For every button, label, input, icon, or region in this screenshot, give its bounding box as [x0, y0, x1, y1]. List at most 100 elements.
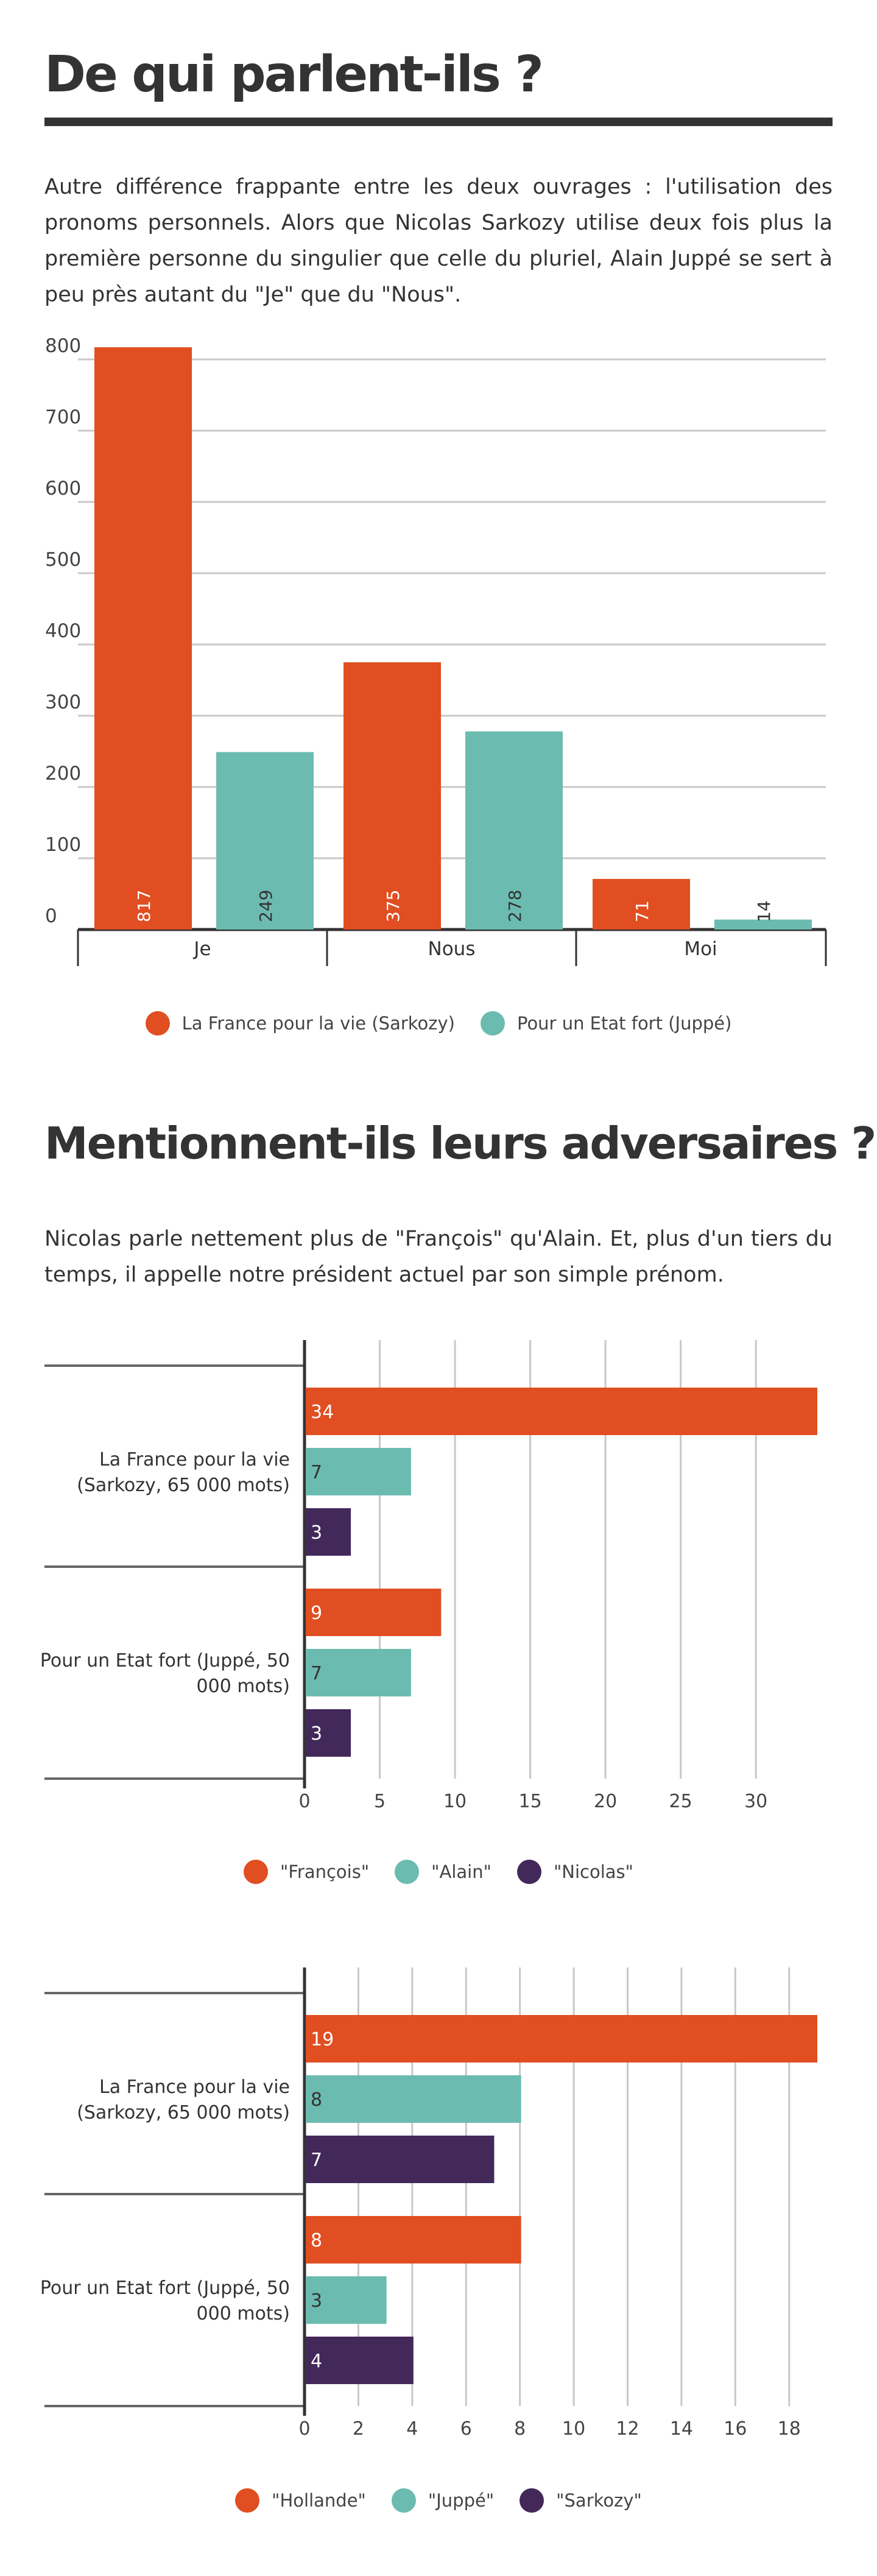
legend-swatch — [391, 2488, 416, 2513]
x-tick-label: 2 — [353, 2418, 364, 2440]
legend-swatch — [480, 1011, 505, 1036]
bar-moi-sarkozy — [593, 878, 690, 930]
legend-item: "Nicolas" — [516, 1860, 634, 1884]
bar-nous-juppe — [465, 731, 563, 930]
y-category-label: Pour un Etat fort (Juppé, 50 000 mots) — [40, 1650, 290, 1697]
bar-fran-ois-0 — [306, 1388, 817, 1435]
legend-swatch — [520, 2488, 544, 2513]
bar-hollande-1 — [306, 2216, 521, 2264]
x-tick-label: 10 — [443, 1791, 467, 1812]
x-category-label-moi: Moi — [684, 938, 717, 960]
legend-label: La France pour la vie (Sarkozy) — [181, 1013, 455, 1034]
bar-value-label: 7 — [311, 1462, 322, 1483]
x-tick-label: 30 — [744, 1791, 767, 1812]
legend-item: "Hollande" — [235, 2488, 366, 2513]
y-tick-label: 100 — [45, 834, 81, 856]
bar-value-label: 19 — [311, 2029, 334, 2050]
legend-item: "Juppé" — [391, 2488, 495, 2513]
legend-item: "Alain" — [395, 1860, 491, 1884]
y-tick-label: 400 — [45, 620, 81, 642]
x-tick-label: 16 — [724, 2418, 747, 2440]
bar-value-label: 9 — [311, 1603, 322, 1624]
legend-item: Pour un Etat fort (Juppé) — [480, 1011, 732, 1036]
bar-hollande-0 — [306, 2015, 817, 2063]
bar-nous-sarkozy — [343, 662, 441, 930]
bar-sarkozy-1 — [306, 2337, 414, 2384]
last-names-chart-legend: "Hollande" "Juppé" "Sarkozy" — [0, 2488, 877, 2513]
x-tick-label: 15 — [518, 1791, 541, 1812]
bar-alain-1 — [306, 1649, 411, 1696]
bar-value-label: 71 — [632, 900, 652, 922]
x-tick-label: 4 — [406, 2418, 418, 2440]
legend-item: "François" — [243, 1860, 370, 1884]
x-tick-label: 20 — [594, 1791, 617, 1812]
x-tick-label: 14 — [670, 2418, 693, 2440]
y-tick-label: 600 — [45, 478, 81, 499]
legend-label: "Juppé" — [428, 2490, 495, 2511]
y-tick-label: 200 — [45, 763, 81, 785]
legend-swatch — [395, 1860, 420, 1884]
bar-jupp-1 — [306, 2276, 387, 2324]
x-tick-label: 6 — [460, 2418, 472, 2440]
legend-item: "Sarkozy" — [520, 2488, 642, 2513]
y-category-label: Pour un Etat fort (Juppé, 50 000 mots) — [40, 2278, 290, 2324]
bar-value-label: 375 — [383, 890, 403, 922]
intro-paragraph-adversaries: Nicolas parle nettement plus de "Françoi… — [44, 1227, 833, 1287]
legend-swatch — [145, 1011, 170, 1036]
y-tick-label: 300 — [45, 691, 81, 713]
x-tick-label: 10 — [562, 2418, 585, 2440]
legend-label: "Nicolas" — [553, 1861, 634, 1882]
x-category-label-je: Je — [192, 938, 211, 960]
legend-label: "Hollande" — [272, 2490, 366, 2511]
legend-label: "Sarkozy" — [556, 2490, 642, 2511]
bar-alain-0 — [306, 1448, 411, 1495]
bar-value-label: 817 — [134, 890, 154, 922]
bar-value-label: 4 — [311, 2351, 322, 2372]
legend-label: "Alain" — [431, 1861, 491, 1882]
bar-value-label: 8 — [311, 2089, 322, 2111]
bar-value-label: 249 — [256, 890, 276, 922]
legend-label: Pour un Etat fort (Juppé) — [516, 1013, 732, 1034]
legend-item: La France pour la vie (Sarkozy) — [145, 1011, 455, 1036]
bar-je-juppe — [216, 752, 314, 930]
bar-sarkozy-0 — [306, 2136, 495, 2183]
x-category-label-nous: Nous — [428, 938, 476, 960]
bar-jupp-0 — [306, 2075, 521, 2123]
y-tick-label: 800 — [45, 335, 81, 357]
bar-value-label: 34 — [311, 1402, 334, 1423]
bar-moi-juppe — [714, 919, 812, 930]
y-category-label: La France pour la vie (Sarkozy, 65 000 mo… — [77, 1449, 290, 1496]
x-tick-label: 25 — [669, 1791, 692, 1812]
intro-paragraph-pronouns: Autre différence frappante entre les deu… — [44, 175, 833, 307]
pronouns-bar-chart: 0 100 200 300 400 500 600 700 800 Je 817 249 Nous 375… — [45, 335, 827, 966]
title-rule — [44, 118, 833, 126]
pronouns-chart-legend: La France pour la vie (Sarkozy) Pour un E… — [0, 1011, 877, 1036]
y-category-label: La France pour la vie (Sarkozy, 65 000 mo… — [77, 2077, 290, 2123]
bar-fran-ois-1 — [306, 1589, 442, 1636]
x-tick-label: 5 — [374, 1791, 386, 1812]
bar-value-label: 14 — [754, 900, 774, 922]
bar-nicolas-0 — [306, 1508, 351, 1556]
y-tick-label: 500 — [45, 549, 81, 571]
x-tick-label: 8 — [514, 2418, 526, 2440]
legend-swatch — [516, 1860, 541, 1884]
legend-swatch — [243, 1860, 268, 1884]
bar-value-label: 7 — [311, 2150, 322, 2171]
bar-value-label: 278 — [505, 890, 525, 922]
legend-swatch — [235, 2488, 260, 2513]
last-names-bar-chart: 0 2 4 6 8 10 12 14 16 18 La France pour la vie (Sar… — [40, 1967, 817, 2440]
x-tick-label: 0 — [298, 2418, 310, 2440]
x-tick-label: 12 — [616, 2418, 639, 2440]
legend-label: "François" — [280, 1861, 370, 1882]
bar-value-label: 3 — [311, 1522, 322, 1544]
first-names-bar-chart: 0 5 10 15 20 25 30 La France pour la vie (Sarkoz… — [40, 1340, 817, 1812]
bar-value-label: 3 — [311, 1723, 322, 1745]
section-title-pronouns: De qui parlent-ils ? — [44, 46, 544, 104]
y-tick-label: 700 — [45, 406, 81, 428]
bar-value-label: 7 — [311, 1663, 322, 1684]
first-names-chart-legend: "François" "Alain" "Nicolas" — [0, 1860, 877, 1884]
section-title-adversaries: Mentionnent-ils leurs adversaires ? — [44, 1118, 876, 1169]
bar-je-sarkozy — [94, 347, 192, 930]
x-tick-label: 18 — [778, 2418, 801, 2440]
y-tick-label: 0 — [45, 905, 57, 927]
